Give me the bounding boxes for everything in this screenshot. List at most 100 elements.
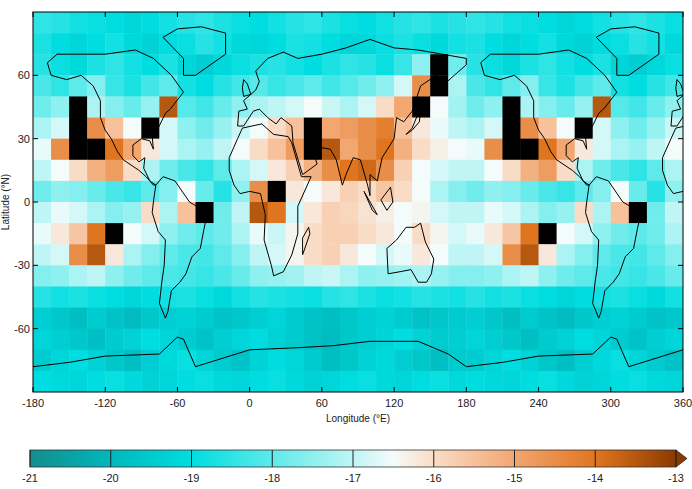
y-tick xyxy=(678,202,683,203)
cell xyxy=(665,244,683,266)
cell xyxy=(268,265,286,287)
cell xyxy=(557,350,575,372)
cell xyxy=(611,139,629,161)
cell xyxy=(376,329,394,351)
cell xyxy=(647,181,665,203)
cell xyxy=(105,75,123,97)
cell xyxy=(665,223,683,245)
x-tick xyxy=(249,387,250,392)
cell xyxy=(105,286,123,308)
cell xyxy=(196,181,214,203)
cell xyxy=(268,33,286,55)
cell xyxy=(358,371,376,392)
cell xyxy=(539,12,557,34)
cell xyxy=(196,244,214,266)
cell xyxy=(196,286,214,308)
cell xyxy=(629,265,647,287)
x-tick xyxy=(105,387,106,392)
cell xyxy=(539,160,557,182)
cell xyxy=(430,223,448,245)
cell xyxy=(394,223,412,245)
cell xyxy=(376,118,394,140)
cell xyxy=(412,160,430,182)
cell xyxy=(412,350,430,372)
cell xyxy=(358,308,376,330)
coastline xyxy=(229,124,311,276)
cell xyxy=(647,371,665,392)
coastlines xyxy=(33,27,683,367)
cell xyxy=(51,329,69,351)
cell xyxy=(484,33,502,55)
cell xyxy=(286,286,304,308)
cell xyxy=(502,12,520,34)
cell xyxy=(51,202,69,224)
cell xyxy=(69,329,87,351)
cell xyxy=(412,308,430,330)
colorbar-tick-label: -14 xyxy=(587,472,603,484)
cell xyxy=(430,118,448,140)
cell xyxy=(322,350,340,372)
cell xyxy=(539,54,557,76)
cell xyxy=(502,329,520,351)
cell xyxy=(557,223,575,245)
cell xyxy=(575,350,593,372)
cell xyxy=(647,54,665,76)
cell xyxy=(575,265,593,287)
cell xyxy=(448,371,466,392)
cell xyxy=(196,33,214,55)
cell xyxy=(87,202,105,224)
cell xyxy=(232,308,250,330)
x-tick xyxy=(177,12,178,17)
cell xyxy=(539,286,557,308)
cell xyxy=(358,223,376,245)
cell xyxy=(87,75,105,97)
cell xyxy=(665,33,683,55)
cell xyxy=(196,329,214,351)
y-tick-label: -60 xyxy=(14,323,30,335)
cell xyxy=(33,96,51,118)
colorbar-tick-label: -19 xyxy=(184,472,200,484)
colorbar-tick-label: -20 xyxy=(103,472,119,484)
cell xyxy=(123,202,141,224)
x-tick xyxy=(321,387,322,392)
cell xyxy=(51,96,69,118)
cell xyxy=(521,139,539,161)
cell xyxy=(214,265,232,287)
cell xyxy=(33,33,51,55)
cell xyxy=(539,371,557,392)
cell xyxy=(484,160,502,182)
cell xyxy=(521,96,539,118)
cell xyxy=(484,223,502,245)
x-tick xyxy=(538,387,539,392)
cell xyxy=(502,202,520,224)
cell xyxy=(250,308,268,330)
cell xyxy=(358,244,376,266)
y-tick-label: 0 xyxy=(24,196,30,208)
cell xyxy=(51,265,69,287)
cell xyxy=(448,33,466,55)
cell xyxy=(611,75,629,97)
cell xyxy=(268,350,286,372)
cell xyxy=(69,371,87,392)
y-tick-label: 30 xyxy=(18,133,30,145)
cell xyxy=(629,371,647,392)
cell xyxy=(521,54,539,76)
cell xyxy=(69,118,87,140)
x-tick xyxy=(538,12,539,17)
cell xyxy=(430,371,448,392)
cell xyxy=(159,202,177,224)
y-tick xyxy=(33,138,38,139)
cell xyxy=(177,96,195,118)
cell xyxy=(593,371,611,392)
x-tick-label: -120 xyxy=(94,397,116,409)
cell xyxy=(376,160,394,182)
cell xyxy=(69,54,87,76)
cell xyxy=(340,54,358,76)
cell xyxy=(593,244,611,266)
cell xyxy=(448,265,466,287)
cell xyxy=(268,329,286,351)
cell xyxy=(466,96,484,118)
cell xyxy=(232,12,250,34)
cell xyxy=(33,118,51,140)
cell xyxy=(575,371,593,392)
